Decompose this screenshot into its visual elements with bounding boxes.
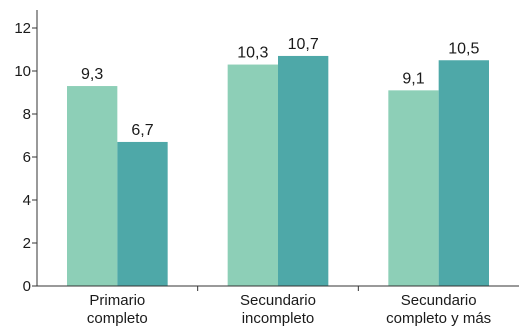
data-label: 10,5 (448, 40, 479, 57)
data-label: 9,1 (402, 70, 424, 87)
bar (438, 60, 489, 286)
category-label: Secundario completo y más (386, 292, 491, 327)
category-label: Secundario incompleto (240, 292, 316, 327)
y-axis: 0 2 4 6 8 10 12 (14, 10, 38, 295)
data-label: 10,7 (288, 36, 319, 53)
data-label: 6,7 (131, 122, 153, 139)
y-tick-label: 4 (23, 192, 31, 209)
bar (388, 90, 439, 286)
y-tick-label: 2 (23, 235, 31, 252)
y-tick-label: 12 (14, 20, 31, 37)
bar (117, 141, 168, 286)
bars (67, 55, 489, 287)
bar (67, 86, 118, 286)
data-labels: 9,3 6,7 10,3 10,7 9,1 10,5 (81, 36, 479, 139)
y-tick-label: 0 (23, 278, 31, 295)
data-label: 10,3 (237, 45, 268, 62)
bar (278, 55, 329, 287)
y-tick-label: 10 (14, 63, 31, 80)
y-tick-label: 6 (23, 149, 31, 166)
data-label: 9,3 (81, 66, 103, 83)
y-tick-label: 8 (23, 106, 31, 123)
category-label: Primario completo (87, 292, 148, 327)
x-axis: Primario completo Secundario incompleto Secu… (37, 285, 519, 327)
bar (227, 64, 278, 286)
